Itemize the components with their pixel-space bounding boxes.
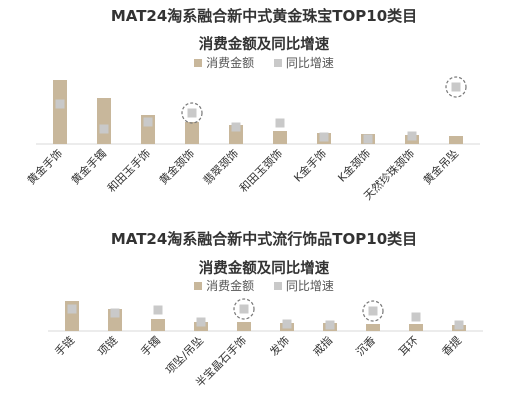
legend-label-growth: 同比增速 — [285, 279, 334, 293]
legend-swatch-amount — [194, 282, 203, 290]
growth-marker-香提 — [454, 320, 464, 330]
highlight-circle-黄金吊坠 — [445, 76, 467, 98]
growth-marker-项链 — [110, 308, 120, 318]
category-label-手链: 手链 — [52, 333, 77, 358]
legend-item-amount: 消费金额 — [194, 279, 254, 293]
growth-marker-手链 — [67, 304, 77, 314]
top-chart-legend: 消费金额 同比增速 — [0, 56, 528, 70]
growth-marker-黄金吊坠 — [451, 82, 461, 92]
growth-marker-K金手饰 — [319, 132, 329, 142]
growth-marker-翡翠颈饰 — [231, 122, 241, 132]
category-label-K金颈饰: K金颈饰 — [335, 146, 373, 184]
bottom-chart-title: MAT24淘系融合新中式流行饰品TOP10类目 — [110, 230, 418, 248]
growth-marker-黄金手镯 — [99, 124, 109, 134]
category-label-发饰: 发饰 — [267, 333, 292, 358]
category-label-黄金手镯: 黄金手镯 — [68, 146, 109, 187]
growth-marker-和田玉手饰 — [143, 117, 153, 127]
category-label-翡翠颈饰: 翡翠颈饰 — [200, 146, 241, 187]
category-label-和田玉颈饰: 和田玉颈饰 — [236, 146, 285, 195]
bar-和田玉颈饰 — [273, 131, 287, 144]
bar-半宝晶石手饰 — [237, 322, 251, 331]
category-label-项链: 项链 — [95, 333, 120, 358]
growth-marker-手镯 — [153, 305, 163, 315]
legend-swatch-amount — [194, 59, 203, 67]
legend-label-growth: 同比增速 — [285, 56, 334, 70]
category-label-黄金吊坠: 黄金吊坠 — [420, 146, 461, 187]
top-chart-panel: MAT24淘系融合新中式黄金珠宝TOP10类目 消费金额及同比增速 消费金额 同… — [0, 7, 528, 203]
bar-黄金颈饰 — [185, 122, 199, 144]
bottom-chart-panel: MAT24淘系融合新中式流行饰品TOP10类目 消费金额及同比增速 消费金额 同… — [0, 222, 528, 411]
legend-item-growth: 同比增速 — [273, 279, 334, 293]
top-chart-title: MAT24淘系融合新中式黄金珠宝TOP10类目 — [110, 7, 418, 25]
legend-label-amount: 消费金额 — [206, 279, 255, 293]
category-label-手镯: 手镯 — [138, 333, 163, 358]
growth-marker-沉香 — [368, 306, 378, 316]
category-label-项坠/吊坠: 项坠/吊坠 — [163, 334, 206, 377]
bar-黄金手饰 — [53, 80, 67, 144]
category-label-耳环: 耳环 — [396, 334, 421, 359]
legend-item-amount: 消费金额 — [194, 56, 254, 70]
category-label-黄金颈饰: 黄金颈饰 — [156, 146, 197, 187]
category-label-沉香: 沉香 — [353, 334, 378, 359]
growth-marker-和田玉颈饰 — [275, 118, 285, 128]
growth-marker-K金颈饰 — [363, 134, 373, 144]
growth-marker-黄金手饰 — [55, 99, 65, 109]
highlight-circle-半宝晶石手饰 — [233, 298, 255, 320]
bar-手镯 — [151, 319, 165, 331]
legend-item-growth: 同比增速 — [273, 56, 334, 70]
bottom-chart-legend: 消费金额 同比增速 — [0, 279, 528, 293]
category-label-香提: 香提 — [439, 334, 464, 359]
growth-marker-发饰 — [282, 319, 292, 329]
legend-label-amount: 消费金额 — [206, 56, 255, 70]
growth-marker-半宝晶石手饰 — [239, 304, 249, 314]
category-label-K金手饰: K金手饰 — [291, 146, 329, 184]
bottom-chart-subtitle: 消费金额及同比增速 — [198, 261, 330, 277]
legend-swatch-growth — [273, 282, 282, 290]
growth-marker-项坠/吊坠 — [196, 317, 206, 327]
bar-黄金手镯 — [97, 98, 111, 144]
category-label-黄金手饰: 黄金手饰 — [24, 146, 65, 187]
highlight-circle-黄金颈饰 — [181, 102, 203, 124]
top-chart-subtitle: 消费金额及同比增速 — [198, 37, 330, 53]
bar-耳环 — [409, 324, 423, 331]
legend-swatch-growth — [273, 59, 282, 67]
category-label-戒指: 戒指 — [310, 333, 335, 358]
bar-黄金吊坠 — [449, 136, 463, 144]
growth-marker-耳环 — [411, 312, 421, 322]
growth-marker-天然珍珠颈饰 — [407, 131, 417, 141]
category-label-和田玉手饰: 和田玉手饰 — [104, 146, 153, 195]
growth-marker-黄金颈饰 — [187, 108, 197, 118]
growth-marker-戒指 — [325, 320, 335, 330]
bar-沉香 — [366, 324, 380, 331]
highlight-circle-沉香 — [362, 300, 384, 322]
